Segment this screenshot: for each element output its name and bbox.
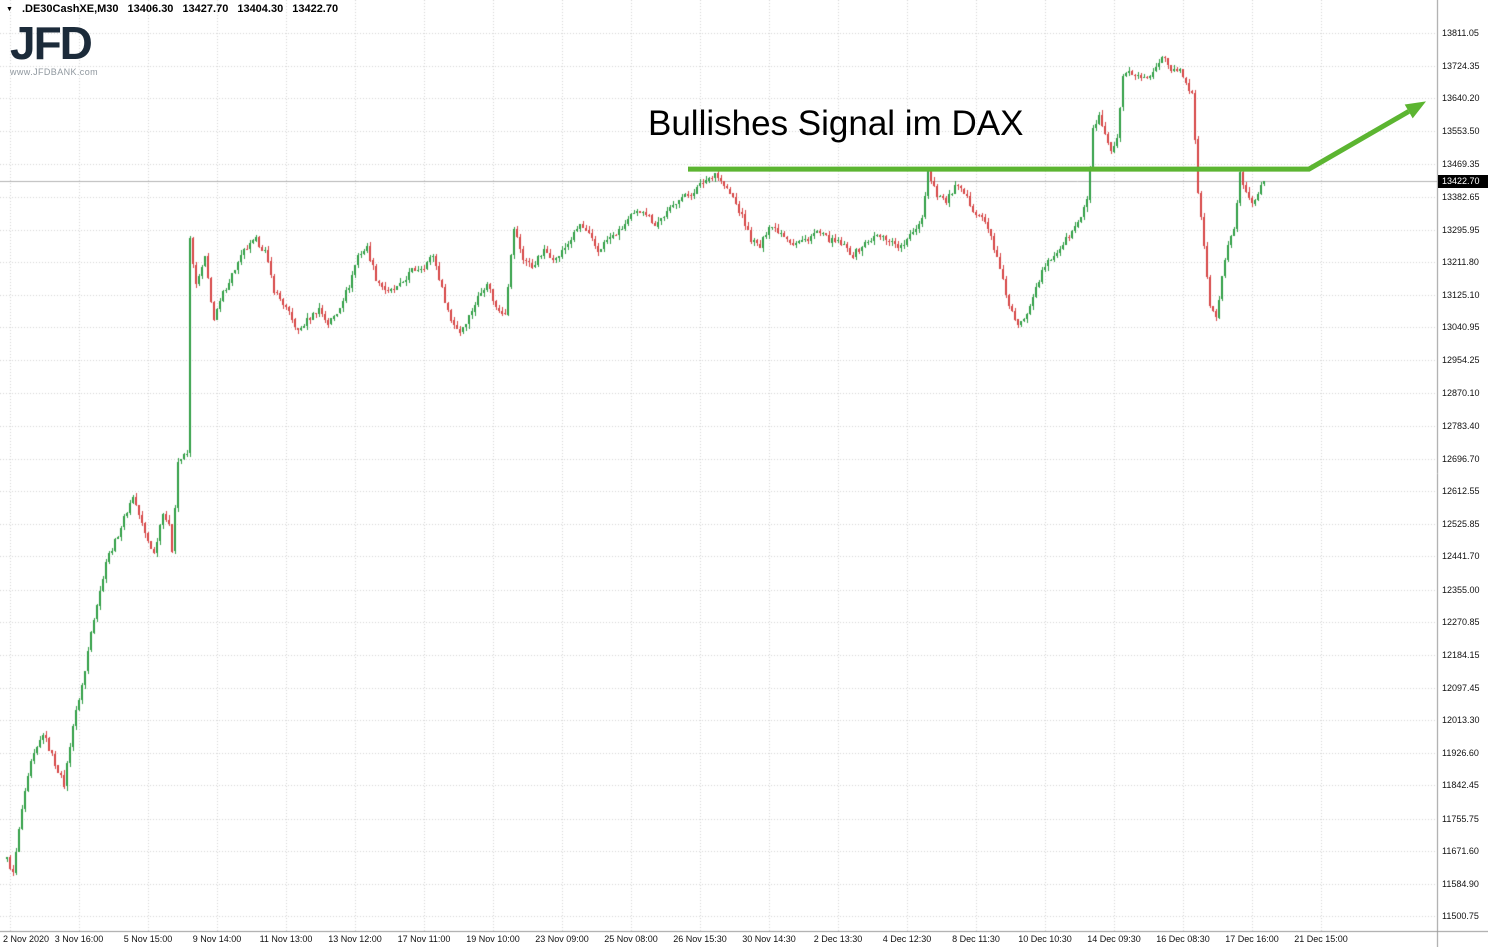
jfd-logo-text: JFD xyxy=(10,17,93,69)
time-axis-label: 26 Nov 15:30 xyxy=(673,934,727,944)
time-axis-label: 21 Dec 15:00 xyxy=(1294,934,1348,944)
quote-close: 13422.70 xyxy=(292,3,339,15)
time-axis-label: 2 Nov 2020 xyxy=(3,934,50,944)
quote-high: 13427.70 xyxy=(182,3,229,15)
time-axis-label: 16 Dec 08:30 xyxy=(1156,934,1210,944)
quote-bar: ▼ .DE30CashXE,M30 13406.30 13427.70 1340… xyxy=(6,3,338,15)
price-axis-label: 11584.90 xyxy=(1442,878,1479,889)
price-axis-label: 13295.95 xyxy=(1442,224,1480,235)
price-axis-label: 13469.35 xyxy=(1442,158,1480,169)
price-axis-label: 12612.55 xyxy=(1442,486,1480,497)
time-axis-label: 11 Nov 13:00 xyxy=(259,934,313,944)
time-axis-label: 13 Nov 12:00 xyxy=(328,934,382,944)
time-axis-label: 23 Nov 09:00 xyxy=(535,934,589,944)
price-axis-label: 12954.25 xyxy=(1442,355,1480,366)
price-axis-label: 12525.85 xyxy=(1442,519,1480,530)
time-axis-label: 30 Nov 14:30 xyxy=(742,934,796,944)
price-axis-label: 11755.75 xyxy=(1442,813,1479,824)
chart-title-annotation: Bullishes Signal im DAX xyxy=(648,104,1024,143)
time-axis-label: 4 Dec 12:30 xyxy=(882,934,932,944)
time-axis-label: 5 Nov 15:00 xyxy=(123,934,173,944)
price-axis-label: 11671.60 xyxy=(1442,845,1479,856)
symbol-collapse-icon[interactable]: ▼ xyxy=(6,5,13,13)
price-axis-label: 13811.05 xyxy=(1442,28,1479,38)
price-axis-label: 12013.30 xyxy=(1442,715,1480,726)
quote-open: 13406.30 xyxy=(127,3,174,15)
time-axis-label: 25 Nov 08:00 xyxy=(604,934,658,944)
price-axis-label: 12355.00 xyxy=(1442,584,1480,595)
price-axis-label: 13125.10 xyxy=(1442,290,1480,301)
current-price-tag: 13422.70 xyxy=(1438,175,1488,188)
price-axis-label: 12783.40 xyxy=(1442,420,1480,431)
price-axis-label: 12270.85 xyxy=(1442,616,1480,627)
price-axis-label: 11926.60 xyxy=(1442,748,1479,759)
price-axis-label: 12184.15 xyxy=(1442,649,1480,660)
price-axis-label: 11500.75 xyxy=(1442,911,1479,921)
price-axis-label: 12870.10 xyxy=(1442,387,1480,398)
price-axis-label: 13040.95 xyxy=(1442,322,1480,333)
price-axis-label: 13553.50 xyxy=(1442,126,1480,137)
price-axis-label: 13211.80 xyxy=(1442,257,1479,268)
symbol-label: .DE30CashXE,M30 xyxy=(21,3,119,15)
price-axis-label: 12696.70 xyxy=(1442,453,1480,464)
time-axis-label: 19 Nov 10:00 xyxy=(466,934,520,944)
price-axis-label: 12097.45 xyxy=(1442,682,1480,693)
time-axis-label: 10 Dec 10:30 xyxy=(1018,934,1072,944)
time-axis-label: 14 Dec 09:30 xyxy=(1087,934,1141,944)
price-axis-label: 13724.35 xyxy=(1442,61,1480,72)
time-axis-label: 9 Nov 14:00 xyxy=(192,934,242,944)
price-axis-label: 13640.20 xyxy=(1442,93,1480,104)
time-axis-label: 3 Nov 16:00 xyxy=(54,934,104,944)
quote-low: 13404.30 xyxy=(237,3,284,15)
time-axis-label: 17 Nov 11:00 xyxy=(397,934,451,944)
price-axis-label: 13382.65 xyxy=(1442,191,1480,202)
jfd-logo-url: www.JFDBANK.com xyxy=(10,67,99,77)
time-axis-label: 2 Dec 13:30 xyxy=(813,934,863,944)
price-axis-label: 12441.70 xyxy=(1442,551,1480,562)
price-axis-label: 11842.45 xyxy=(1442,780,1479,791)
jfd-logo: JFD www.JFDBANK.com xyxy=(10,20,98,77)
time-axis-label: 17 Dec 16:00 xyxy=(1225,934,1279,944)
time-axis-label: 8 Dec 11:30 xyxy=(952,934,1000,944)
